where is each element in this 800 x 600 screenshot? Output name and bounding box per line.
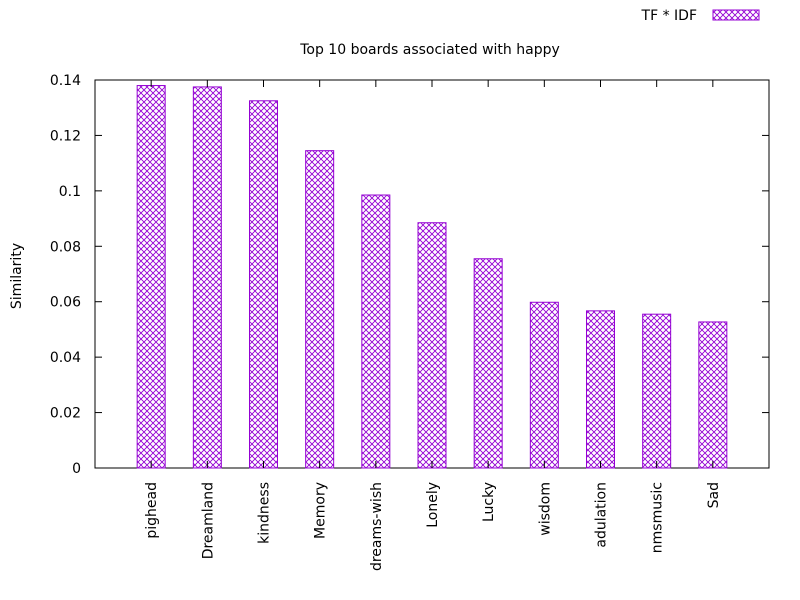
bar-pighead bbox=[136, 85, 166, 469]
bar-Sad bbox=[698, 321, 728, 469]
x-tick-label: Lonely bbox=[425, 482, 441, 528]
chart-title: Top 10 boards associated with happy bbox=[299, 42, 560, 58]
legend-swatch bbox=[712, 9, 760, 21]
legend: TF * IDF bbox=[641, 8, 760, 24]
y-axis-ticks: 0 0.02 0.04 0.06 0.08 0.1 0.12 0.14 bbox=[50, 73, 769, 477]
bar-dreams-wish bbox=[361, 194, 391, 469]
x-axis-tick-labels: pighead Dreamland kindness Memory dreams-wis… bbox=[144, 80, 722, 571]
y-tick-label: 0 bbox=[72, 461, 81, 477]
y-axis-label: Similarity bbox=[9, 243, 25, 309]
bar-Lonely bbox=[417, 222, 447, 469]
bar-kindness bbox=[249, 100, 278, 469]
x-tick-label: pighead bbox=[144, 482, 160, 539]
bar-Lucky bbox=[473, 258, 503, 469]
bar-Dreamland bbox=[192, 86, 222, 469]
x-tick-label: dreams-wish bbox=[369, 482, 385, 571]
x-tick-label: nmsmusic bbox=[650, 482, 666, 553]
bar-wisdom bbox=[529, 301, 559, 469]
bar-Memory bbox=[305, 150, 335, 469]
x-tick-label: adulation bbox=[594, 482, 610, 548]
x-tick-label: Lucky bbox=[481, 482, 497, 522]
bars bbox=[136, 85, 728, 469]
y-tick-label: 0.04 bbox=[50, 350, 81, 366]
x-tick-label: Memory bbox=[313, 482, 329, 539]
bar-nmsmusic bbox=[642, 313, 672, 469]
x-tick-label: kindness bbox=[257, 482, 273, 544]
y-tick-label: 0.12 bbox=[50, 128, 81, 144]
y-tick-label: 0.02 bbox=[50, 406, 81, 422]
x-tick-label: Dreamland bbox=[200, 482, 216, 559]
y-tick-label: 0.1 bbox=[59, 184, 81, 200]
x-tick-label: Sad bbox=[706, 482, 722, 508]
legend-label: TF * IDF bbox=[641, 8, 697, 24]
y-tick-label: 0.06 bbox=[50, 295, 81, 311]
x-tick-label: wisdom bbox=[537, 482, 553, 536]
y-tick-label: 0.14 bbox=[50, 73, 81, 89]
bar-adulation bbox=[586, 310, 615, 469]
y-tick-label: 0.08 bbox=[50, 239, 81, 255]
